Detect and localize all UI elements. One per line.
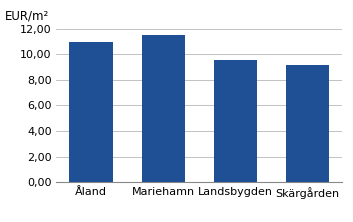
Text: EUR/m²: EUR/m² <box>5 10 49 23</box>
Bar <box>286 65 329 182</box>
Bar <box>214 60 257 182</box>
Bar <box>70 42 113 182</box>
Bar <box>142 35 185 182</box>
